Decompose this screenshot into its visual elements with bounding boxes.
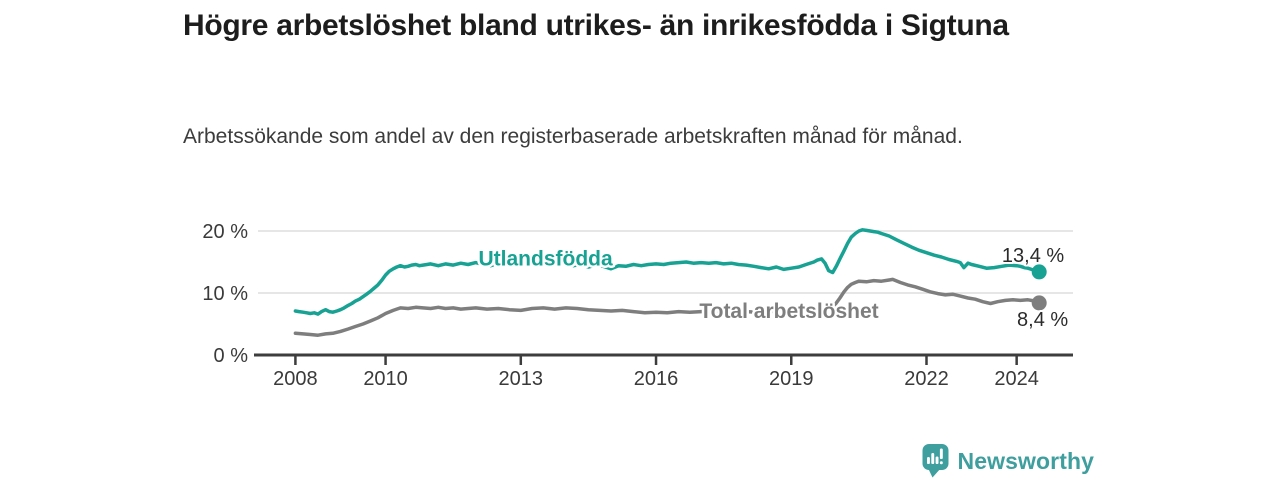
x-axis-tick-label: 2019: [769, 368, 814, 390]
newsworthy-logo: Newsworthy: [922, 443, 1094, 479]
x-axis-tick-label: 2024: [994, 368, 1039, 390]
newsworthy-logo-text: Newsworthy: [957, 447, 1094, 474]
y-axis-tick-label: 0 %: [214, 345, 249, 367]
x-axis-tick-label: 2013: [499, 368, 544, 390]
line-total-arbetsl-shet: [293, 277, 1041, 337]
endpoint-dot-utlandsf-dda: [1031, 264, 1047, 280]
end-value-label-total-arbetsl-shet: 8,4 %: [1017, 309, 1068, 331]
chart-title: Högre arbetslöshet bland utrikes- än inr…: [183, 9, 1009, 42]
x-axis-tick-label: 2016: [634, 368, 679, 390]
x-axis-tick-label: 2008: [273, 368, 318, 390]
endpoint-dot-total-arbetsl-shet: [1031, 295, 1047, 311]
series-inline-label-utlandsf-dda: Utlandsfödda: [479, 248, 613, 271]
x-axis-tick-label: 2010: [363, 368, 408, 390]
chart-subtitle: Arbetssökande som andel av den registerb…: [183, 125, 963, 148]
line-utlandsf-dda: [293, 228, 1041, 316]
newsworthy-barchart-pin-icon: [922, 444, 949, 478]
y-axis-tick-label: 20 %: [202, 221, 248, 243]
y-axis-tick-label: 10 %: [202, 283, 248, 305]
x-axis-tick-label: 2022: [904, 368, 949, 390]
end-value-label-utlandsf-dda: 13,4 %: [1002, 245, 1064, 267]
series-inline-label-total-arbetsl-shet: Total arbetslöshet: [699, 300, 878, 323]
